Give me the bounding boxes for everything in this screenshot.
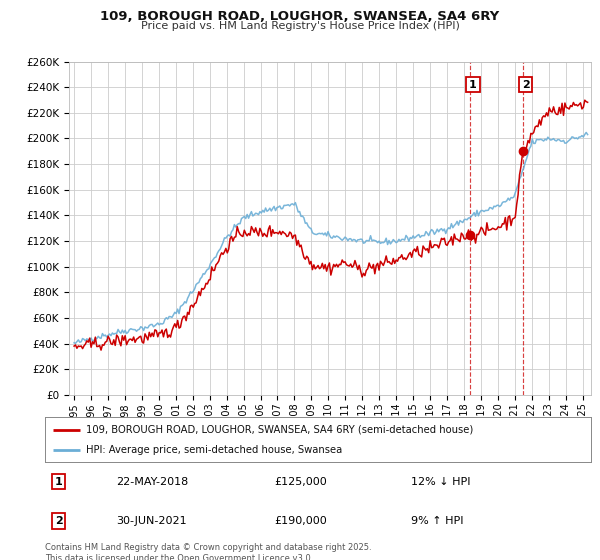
Text: 2: 2: [55, 516, 62, 526]
Text: 2: 2: [522, 80, 530, 90]
Text: Price paid vs. HM Land Registry's House Price Index (HPI): Price paid vs. HM Land Registry's House …: [140, 21, 460, 31]
Text: £125,000: £125,000: [274, 477, 327, 487]
Text: 30-JUN-2021: 30-JUN-2021: [116, 516, 187, 526]
Text: 109, BOROUGH ROAD, LOUGHOR, SWANSEA, SA4 6RY: 109, BOROUGH ROAD, LOUGHOR, SWANSEA, SA4…: [100, 10, 500, 23]
Text: 109, BOROUGH ROAD, LOUGHOR, SWANSEA, SA4 6RY (semi-detached house): 109, BOROUGH ROAD, LOUGHOR, SWANSEA, SA4…: [86, 424, 473, 435]
Text: Contains HM Land Registry data © Crown copyright and database right 2025.
This d: Contains HM Land Registry data © Crown c…: [45, 543, 371, 560]
Text: £190,000: £190,000: [274, 516, 327, 526]
Text: 1: 1: [469, 80, 477, 90]
Text: 12% ↓ HPI: 12% ↓ HPI: [411, 477, 470, 487]
Text: 22-MAY-2018: 22-MAY-2018: [116, 477, 188, 487]
Text: 1: 1: [55, 477, 62, 487]
Text: 9% ↑ HPI: 9% ↑ HPI: [411, 516, 463, 526]
Text: HPI: Average price, semi-detached house, Swansea: HPI: Average price, semi-detached house,…: [86, 445, 342, 455]
